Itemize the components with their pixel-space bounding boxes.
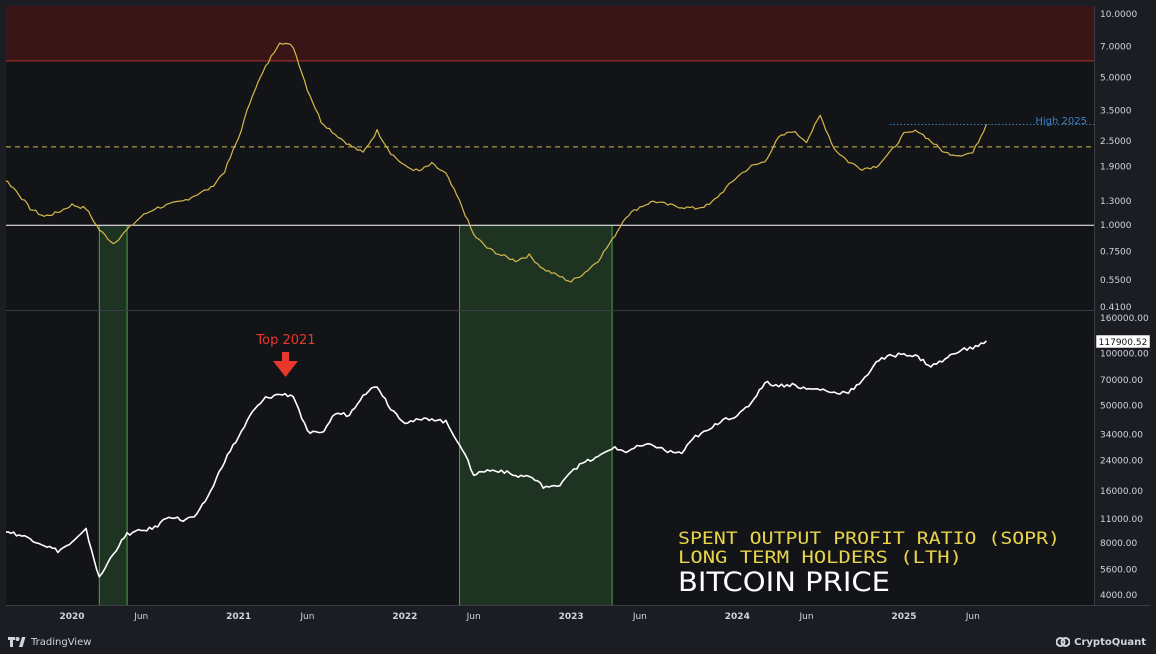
cryptoquant-label: CryptoQuant — [1074, 636, 1146, 648]
y-tick-label-bottom: 4000.00 — [1100, 591, 1137, 601]
y-tick-label-bottom: 34000.00 — [1100, 430, 1143, 440]
y-tick-label-bottom: 24000.00 — [1100, 456, 1143, 466]
x-tick-label: Jun — [466, 612, 481, 622]
y-tick-label-top: 3.5000 — [1100, 106, 1132, 116]
down-arrow-icon — [273, 352, 298, 377]
x-tick-label: 2023 — [559, 612, 584, 622]
legend: SPENT OUTPUT PROFIT RATIO (SOPR) LONG TE… — [678, 529, 1060, 598]
price-axis: 10.0000 7.0000 5.0000 3.5000 2.5000 1.9000 1.3… — [1100, 10, 1149, 601]
x-tick-label: Jun — [299, 612, 314, 622]
y-tick-label-top: 0.4100 — [1100, 303, 1132, 313]
x-tick-label: 2020 — [59, 612, 84, 622]
y-tick-label-top: 5.0000 — [1100, 74, 1132, 84]
highlight-band-bottom-1 — [459, 311, 613, 605]
x-tick-label: 2021 — [226, 612, 251, 622]
high-2025-label: High 2025 — [1035, 116, 1087, 127]
plot-background — [6, 6, 1094, 605]
last-price-badge: 117900.52 — [1095, 334, 1151, 349]
time-axis: 2020 Jun 2021 Jun 2022 Jun 2023 Jun 2024 Jun 2025 J… — [59, 612, 979, 622]
cryptoquant-brand[interactable]: CryptoQuant — [1056, 634, 1146, 650]
reference-lines — [6, 123, 1094, 226]
sopr-lth-line — [6, 42, 987, 283]
y-tick-label-bottom: 160000.00 — [1100, 314, 1149, 324]
y-tick-label-top: 1.3000 — [1100, 197, 1132, 207]
y-tick-label-bottom: 50000.00 — [1100, 401, 1143, 411]
y-tick-label-top: 2.5000 — [1100, 137, 1132, 147]
x-tick-label: Jun — [632, 612, 647, 622]
bands-layer — [6, 6, 1094, 605]
x-tick-label: Jun — [965, 612, 980, 622]
highlight-band-top-0 — [99, 225, 128, 310]
highlight-band-top-1 — [459, 225, 613, 310]
tradingview-logo-icon — [8, 637, 26, 647]
y-tick-label-top: 1.9000 — [1100, 162, 1132, 172]
series-layer — [6, 42, 987, 578]
legend-lth: LONG TERM HOLDERS (LTH) — [678, 548, 962, 568]
tradingview-brand[interactable]: TradingView — [8, 634, 91, 650]
y-tick-label-top: 0.5500 — [1100, 276, 1132, 286]
highlight-band-bottom-0 — [99, 311, 128, 605]
y-tick-label-bottom: 11000.00 — [1100, 515, 1143, 525]
red-zone-band — [6, 6, 1094, 61]
y-tick-label-top: 10.0000 — [1100, 10, 1137, 20]
top-2021-label: Top 2021 — [255, 333, 315, 348]
last-price-value: 117900.52 — [1099, 338, 1148, 348]
legend-sopr: SPENT OUTPUT PROFIT RATIO (SOPR) — [678, 529, 1060, 549]
cryptoquant-logo-icon — [1056, 637, 1071, 647]
y-tick-label-bottom: 16000.00 — [1100, 487, 1143, 497]
x-tick-label: 2022 — [392, 612, 417, 622]
y-tick-label-top: 7.0000 — [1100, 43, 1132, 53]
tradingview-label: TradingView — [31, 636, 92, 648]
y-tick-label-bottom: 8000.00 — [1100, 539, 1137, 549]
y-tick-label-top: 1.0000 — [1100, 221, 1132, 231]
y-tick-label-bottom: 70000.00 — [1100, 376, 1143, 386]
x-tick-label: 2025 — [891, 612, 916, 622]
x-tick-label: Jun — [799, 612, 814, 622]
top-2021-annotation: Top 2021 — [255, 333, 316, 377]
bitcoin-price-line — [6, 340, 987, 578]
x-tick-label: 2024 — [725, 612, 750, 622]
legend-price: BITCOIN PRICE — [678, 567, 890, 598]
y-tick-label-bottom: 5600.00 — [1100, 566, 1137, 576]
y-tick-label-top: 0.7500 — [1100, 248, 1132, 258]
x-tick-label: Jun — [133, 612, 148, 622]
y-tick-label-bottom: 100000.00 — [1100, 349, 1149, 359]
